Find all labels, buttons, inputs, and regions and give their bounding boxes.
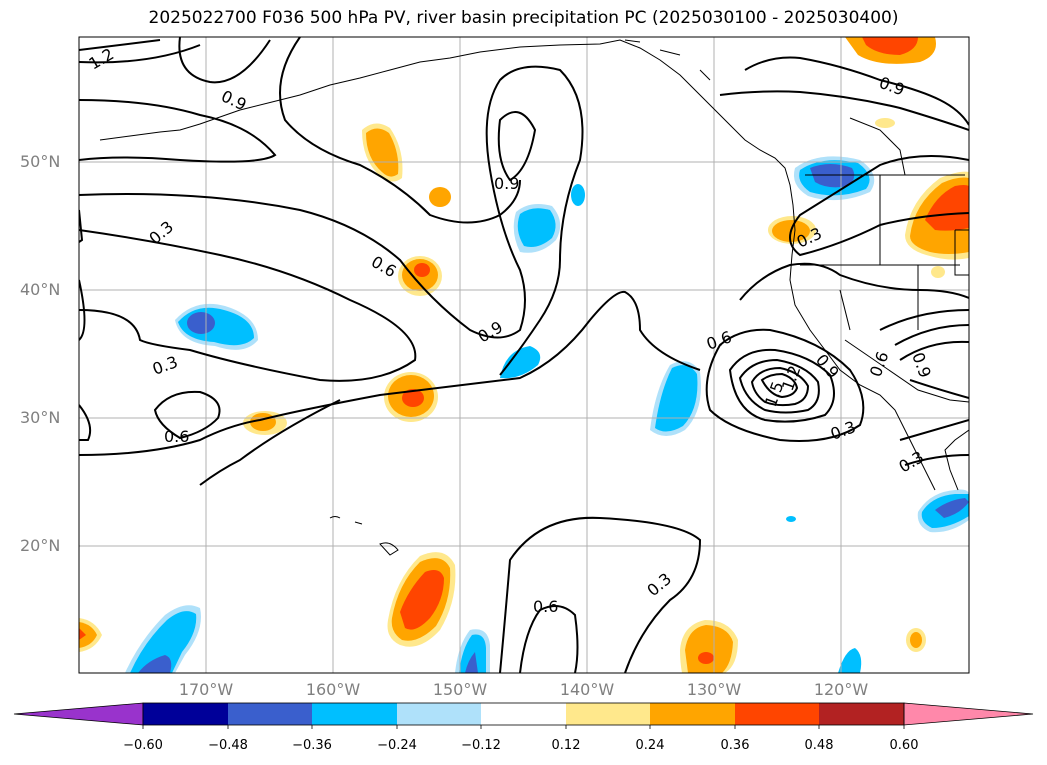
contour-label: 0.6 [533,597,558,616]
lon-label-170w: 170°W [178,680,234,699]
colorbar-tick-label: 0.48 [804,738,834,753]
colorbar-tick-label: −0.36 [292,738,332,753]
map-title: 2025022700 F036 500 hPa PV, river basin … [148,8,899,28]
colorbar-tick-label: 0.36 [720,738,750,753]
colorbar-segment [481,703,566,725]
lon-label-130w: 130°W [686,680,742,699]
lon-label-160w: 160°W [305,680,361,699]
coastlines [99,39,969,556]
colorbar-tick-label: −0.24 [377,738,417,753]
pv-contours [79,37,969,673]
contour-label: 0.9 [494,174,519,193]
colorbar-segment [735,703,819,725]
colorbar-tick-label: 0.12 [551,738,581,753]
colorbar-tick-label: −0.48 [208,738,248,753]
colorbar-segment [143,703,228,725]
colorbar-segment [650,703,735,725]
lat-label-20n: 20°N [20,536,61,555]
lon-label-140w: 140°W [559,680,615,699]
colorbar-tick-label: 0.24 [635,738,665,753]
colorbar-segment [819,703,904,725]
colorbar-tick-label: −0.60 [123,738,163,753]
colorbar-tick-label: −0.12 [461,738,501,753]
colorbar-extend-low [13,702,144,726]
lon-label-120w: 120°W [813,680,869,699]
lat-label-50n: 50°N [20,152,61,171]
colorbar-segment [566,703,650,725]
contour-label: 0.6 [164,427,189,446]
lat-label-40n: 40°N [20,280,61,299]
colorbar-segment [312,703,397,725]
colorbar [13,702,1034,729]
colorbar-extend-high [903,702,1034,726]
lon-label-150w: 150°W [432,680,488,699]
colorbar-tick-label: 0.60 [889,738,919,753]
map-frame [78,36,970,674]
lat-label-30n: 30°N [20,408,61,427]
colorbar-segment [228,703,312,725]
colorbar-segment [397,703,481,725]
